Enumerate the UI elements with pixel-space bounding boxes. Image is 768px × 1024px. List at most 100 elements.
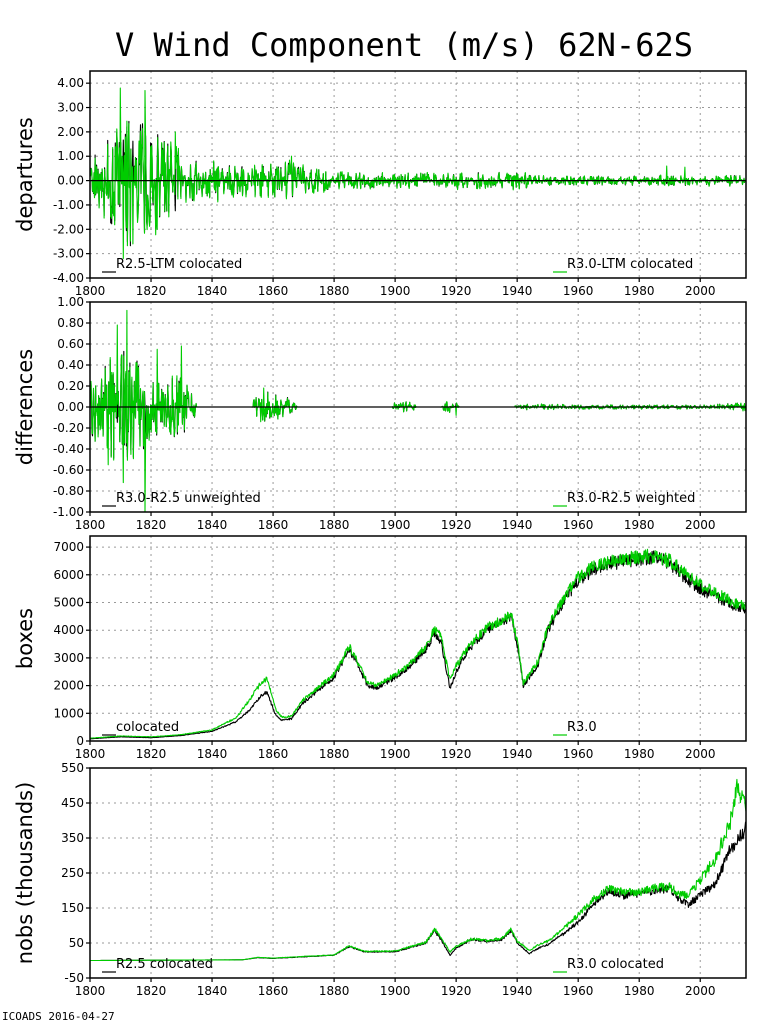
x-tick-label: 1960	[563, 518, 594, 532]
y-tick-label: -1.00	[53, 505, 84, 519]
x-tick-label: 1920	[441, 284, 472, 298]
x-tick-label: 1960	[563, 284, 594, 298]
x-tick-label: 1920	[441, 518, 472, 532]
legend-label-left: colocated	[116, 720, 179, 735]
x-tick-label: 1820	[136, 518, 167, 532]
y-tick-label: 150	[61, 901, 84, 915]
y-axis-label: boxes	[13, 608, 37, 669]
y-tick-label: -3.00	[53, 247, 84, 261]
x-tick-label: 1820	[136, 747, 167, 761]
x-tick-label: 1800	[75, 284, 106, 298]
x-tick-label: 2000	[685, 747, 716, 761]
plot-frame	[89, 767, 747, 979]
y-tick-label: 0.60	[57, 337, 84, 351]
y-tick-label: -0.40	[53, 442, 84, 456]
x-tick-label: 1980	[624, 984, 655, 998]
x-tick-label: 1900	[380, 747, 411, 761]
y-axis-label: departures	[13, 117, 37, 232]
series-line-r3-0-r2-5-weighted	[90, 309, 746, 512]
series-line-r3-0-ltm-colocated	[90, 87, 746, 260]
x-tick-label: 1800	[75, 747, 106, 761]
x-tick-label: 1980	[624, 518, 655, 532]
x-tick-label: 1940	[502, 747, 533, 761]
x-tick-label: 1900	[380, 518, 411, 532]
plot-frame	[89, 535, 747, 742]
x-tick-label: 1980	[624, 284, 655, 298]
y-tick-label: -0.20	[53, 421, 84, 435]
y-tick-label: 4.00	[57, 76, 84, 90]
y-tick-label: -0.60	[53, 463, 84, 477]
y-axis-label: differences	[13, 349, 37, 465]
y-tick-label: 4000	[53, 623, 84, 637]
series-line-r3-0-colocated	[90, 778, 746, 962]
x-tick-label: 1860	[258, 984, 289, 998]
legend-label-right: R3.0-R2.5 weighted	[567, 491, 695, 506]
series-line-r3-0	[90, 548, 746, 739]
x-tick-label: 1960	[563, 747, 594, 761]
x-tick-label: 2000	[685, 284, 716, 298]
x-tick-label: 1820	[136, 984, 167, 998]
legend-label-right: R3.0-LTM colocated	[567, 257, 693, 272]
y-tick-label: 450	[61, 796, 84, 810]
y-tick-label: 0	[76, 734, 84, 748]
y-tick-label: 2.00	[57, 125, 84, 139]
chart-title: V Wind Component (m/s) 62N-62S	[115, 26, 693, 64]
x-tick-label: 1880	[319, 747, 350, 761]
y-tick-label: 1.00	[57, 149, 84, 163]
departures-panel: -4.00 -3.00 -2.00 -1.00 0.00 1.00 2.00 3.00 4.00…	[13, 70, 747, 298]
legend-label-left: R2.5 colocated	[116, 957, 213, 972]
y-tick-label: 550	[61, 761, 84, 775]
legend-label-left: R2.5-LTM colocated	[116, 257, 242, 272]
y-tick-label: 350	[61, 831, 84, 845]
y-tick-label: -2.00	[53, 222, 84, 236]
y-axis-label: nobs (thousands)	[13, 782, 37, 965]
y-tick-label: -1.00	[53, 198, 84, 212]
y-tick-label: -4.00	[53, 271, 84, 285]
series-line-colocated	[90, 550, 746, 740]
y-tick-label: 0.20	[57, 379, 84, 393]
x-tick-label: 1960	[563, 984, 594, 998]
x-tick-label: 1800	[75, 518, 106, 532]
x-tick-label: 1820	[136, 284, 167, 298]
y-tick-label: 0.40	[57, 358, 84, 372]
y-tick-label: 1000	[53, 706, 84, 720]
x-tick-label: 1840	[197, 518, 228, 532]
x-tick-label: 1940	[502, 284, 533, 298]
x-tick-label: 1880	[319, 284, 350, 298]
y-tick-label: 50	[69, 936, 84, 950]
x-tick-label: 1880	[319, 518, 350, 532]
x-tick-label: 1900	[380, 284, 411, 298]
x-tick-label: 1840	[197, 747, 228, 761]
boxes-panel: 0 1000 2000 3000 4000 5000 6000 7000 1800 1820 184…	[13, 535, 747, 761]
x-tick-label: 1940	[502, 518, 533, 532]
y-tick-label: 1.00	[57, 295, 84, 309]
x-tick-label: 1920	[441, 747, 472, 761]
x-tick-label: 1860	[258, 284, 289, 298]
y-tick-label: 5000	[53, 595, 84, 609]
y-tick-label: 2000	[53, 679, 84, 693]
y-tick-label: -0.80	[53, 484, 84, 498]
x-tick-label: 1860	[258, 747, 289, 761]
y-tick-label: 3.00	[57, 101, 84, 115]
y-tick-label: 3000	[53, 651, 84, 665]
footer-source-date: ICOADS 2016-04-27	[2, 1010, 115, 1023]
y-tick-label: 0.00	[57, 174, 84, 188]
x-tick-label: 1980	[624, 747, 655, 761]
y-tick-label: 6000	[53, 568, 84, 582]
legend-label-right: R3.0	[567, 720, 597, 735]
y-tick-label: 0.00	[57, 400, 84, 414]
legend-label-left: R3.0-R2.5 unweighted	[116, 491, 261, 506]
y-tick-label: 0.80	[57, 316, 84, 330]
nobs-panel: -50 50 150 250 350 450 550 1800 1820 1840 1860 1880…	[13, 761, 747, 998]
differences-panel: -1.00 -0.80 -0.60 -0.40 -0.20 0.00 0.20 0.40 0.6…	[13, 295, 747, 532]
x-tick-label: 1940	[502, 984, 533, 998]
x-tick-label: 2000	[685, 984, 716, 998]
legend-label-right: R3.0 colocated	[567, 957, 664, 972]
y-tick-label: -50	[64, 971, 84, 985]
y-tick-label: 250	[61, 866, 84, 880]
x-tick-label: 1880	[319, 984, 350, 998]
x-tick-label: 1800	[75, 984, 106, 998]
y-tick-label: 7000	[53, 540, 84, 554]
x-tick-label: 1840	[197, 284, 228, 298]
